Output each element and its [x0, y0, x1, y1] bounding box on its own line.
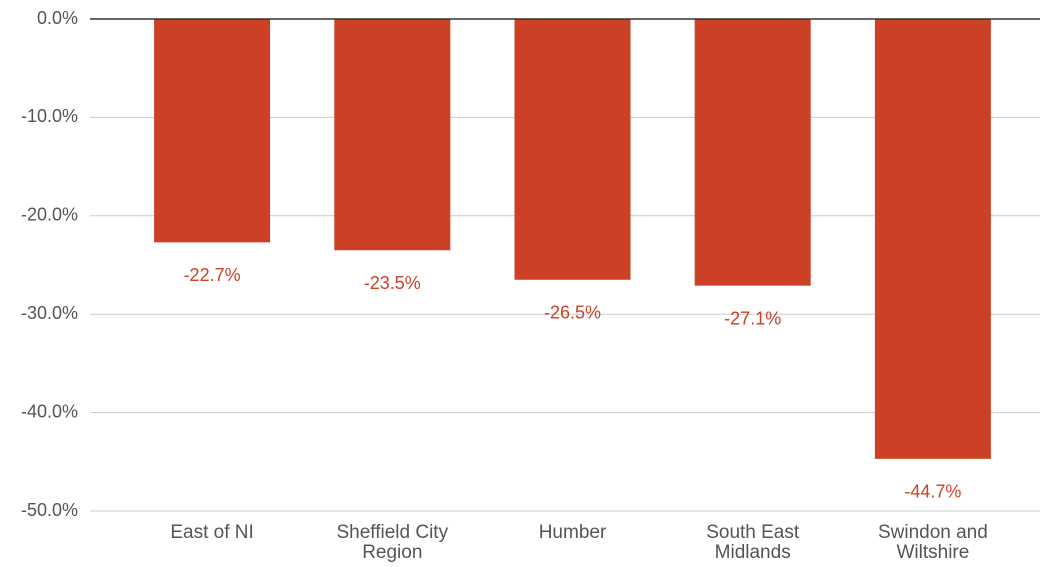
y-tick-label: -40.0%	[21, 401, 78, 421]
y-tick-label: 0.0%	[37, 8, 78, 28]
x-tick-label: East of NI	[170, 522, 254, 543]
bar	[514, 19, 631, 280]
y-tick-label: -30.0%	[21, 303, 78, 323]
bar	[874, 19, 991, 459]
data-label: -44.7%	[904, 482, 961, 502]
x-tick-label: Swindon and Wiltshire	[877, 522, 988, 563]
y-tick-label: -20.0%	[21, 205, 78, 225]
x-tick-label: Sheffield City Region	[336, 522, 449, 563]
bar	[334, 19, 451, 251]
data-label: -23.5%	[364, 273, 421, 293]
x-tick-label: South East Midlands	[706, 522, 800, 563]
data-label: -27.1%	[724, 308, 781, 328]
x-tick-label: Humber	[538, 522, 607, 543]
bar	[694, 19, 811, 286]
y-tick-label: -10.0%	[21, 106, 78, 126]
data-label: -22.7%	[184, 265, 241, 285]
data-label: -26.5%	[544, 303, 601, 323]
bar	[154, 19, 271, 243]
y-tick-label: -50.0%	[21, 500, 78, 520]
